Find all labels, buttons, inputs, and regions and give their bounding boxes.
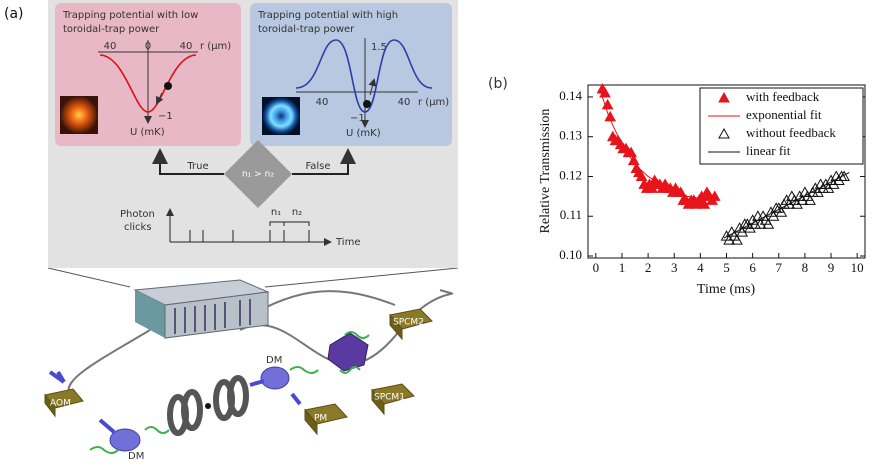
- x-tick-label: 2: [645, 260, 652, 275]
- tick-label: 0: [145, 41, 151, 52]
- atom: [164, 82, 172, 90]
- clicks-label: Photon: [120, 209, 155, 220]
- tick-label: −1: [350, 113, 365, 124]
- axis-label: r (μm): [418, 97, 449, 108]
- device-label: SPCM2: [393, 318, 424, 328]
- count-label: n₁: [271, 207, 281, 218]
- box-title: toroidal-trap power: [258, 24, 355, 35]
- clicks-label: clicks: [124, 222, 152, 233]
- y-tick-label: 0.10: [559, 247, 582, 262]
- y-tick-label: 0.14: [559, 88, 582, 103]
- box-title: Trapping potential with low: [62, 10, 198, 21]
- fit-line: [724, 172, 849, 238]
- legend-label: exponential fit: [746, 107, 822, 122]
- y-tick-label: 0.12: [559, 167, 582, 182]
- x-tick-label: 7: [776, 260, 783, 275]
- panel-label: (b): [488, 76, 508, 92]
- x-tick-label: 1: [619, 260, 626, 275]
- inset-image: [60, 96, 98, 134]
- axis-label: U (mK): [346, 128, 381, 139]
- x-tick-label: 6: [749, 260, 756, 275]
- zoom-lines: [48, 268, 458, 287]
- device-label: DM: [266, 355, 282, 366]
- x-tick-label: 0: [593, 260, 600, 275]
- box-title: toroidal-trap power: [63, 24, 160, 35]
- device-label: AOM: [50, 399, 71, 409]
- device-label: DM: [128, 451, 144, 462]
- axis-label: r (μm): [200, 41, 231, 52]
- legend-label: with feedback: [746, 89, 820, 104]
- x-tick-label: 3: [671, 260, 678, 275]
- legend-label: without feedback: [746, 125, 836, 140]
- tick-label: −1: [158, 111, 173, 122]
- x-tick-label: 5: [723, 260, 730, 275]
- x-tick-label: 10: [851, 260, 864, 275]
- y-axis-label: Relative Transmission: [538, 109, 553, 234]
- x-tick-label: 4: [697, 260, 704, 275]
- condition: n₁ > n₂: [242, 170, 274, 180]
- axis-label: U (mK): [130, 127, 165, 138]
- y-tick-label: 0.13: [559, 128, 582, 143]
- tick-label: 40: [104, 41, 117, 52]
- count-label: n₂: [292, 207, 302, 218]
- branch-label: False: [305, 161, 330, 172]
- tick-label: 40: [180, 41, 193, 52]
- x-tick-label: 9: [828, 260, 835, 275]
- apparatus: [45, 280, 452, 453]
- branch-label: True: [186, 161, 208, 172]
- legend-label: linear fit: [746, 143, 791, 158]
- axis-label: Time: [335, 237, 360, 248]
- figure: (a) Trapping potential with low toroidal…: [0, 0, 873, 470]
- device-label: PM: [314, 414, 327, 424]
- atom: [363, 100, 371, 108]
- tick-label: 40: [398, 97, 411, 108]
- x-axis-label: Time (ms): [697, 282, 756, 297]
- tick-label: 40: [316, 97, 329, 108]
- page: (a) Trapping potential with low toroidal…: [0, 0, 873, 470]
- x-tick-label: 8: [802, 260, 809, 275]
- inset-image: [262, 97, 300, 135]
- box-title: Trapping potential with high: [257, 10, 398, 21]
- panel-label: (a): [4, 6, 24, 22]
- device-label: SPCM1: [374, 393, 405, 403]
- y-tick-label: 0.11: [560, 207, 582, 222]
